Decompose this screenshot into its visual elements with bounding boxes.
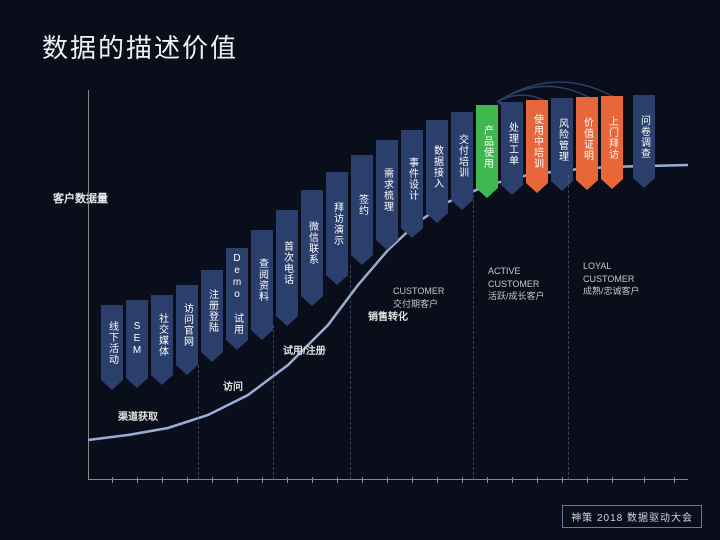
x-tick <box>362 477 363 483</box>
x-tick <box>512 477 513 483</box>
x-tick <box>612 477 613 483</box>
stage-arrow: 上门拜访 <box>601 96 623 179</box>
x-tick <box>644 477 645 483</box>
customer-label: ACTIVE CUSTOMER 活跃/成长客户 <box>488 265 545 303</box>
x-tick <box>587 477 588 483</box>
stage-label: 销售转化 <box>368 308 408 323</box>
x-tick <box>287 477 288 483</box>
stage-arrow: 处理工单 <box>501 102 523 185</box>
stage-arrow: SEM <box>126 300 148 378</box>
stage-arrow: 社交媒体 <box>151 295 173 375</box>
stage-arrow: 事件设计 <box>401 130 423 228</box>
x-tick <box>212 477 213 483</box>
x-tick <box>337 477 338 483</box>
stage-arrow: 访问官网 <box>176 285 198 365</box>
stage-arrow: 注册登陆 <box>201 270 223 352</box>
stage-arrow: 产品使用 <box>476 105 498 188</box>
stage-arrow: 使用中培训 <box>526 100 548 183</box>
x-tick <box>437 477 438 483</box>
stage-label: 试用/注册 <box>283 342 326 357</box>
x-tick <box>312 477 313 483</box>
x-tick <box>237 477 238 483</box>
x-tick <box>462 477 463 483</box>
stage-arrow: 首次电话 <box>276 210 298 316</box>
stage-divider <box>273 325 274 480</box>
stage-arrow: 数据接入 <box>426 120 448 213</box>
x-tick <box>412 477 413 483</box>
x-tick <box>537 477 538 483</box>
x-tick <box>562 477 563 483</box>
x-tick <box>187 477 188 483</box>
stage-arrow: 微信联系 <box>301 190 323 296</box>
stage-divider <box>198 365 199 480</box>
stage-arrow: 签约 <box>351 155 373 255</box>
footer-badge: 神策 2018 数据驱动大会 <box>562 505 702 528</box>
stage-label: 渠道获取 <box>118 408 158 423</box>
stage-arrow: 交付培训 <box>451 112 473 200</box>
x-tick <box>162 477 163 483</box>
stage-divider <box>473 190 474 480</box>
stage-arrow: Demo 试用 <box>226 248 248 340</box>
x-tick <box>137 477 138 483</box>
stage-arrow: 查阅资料 <box>251 230 273 330</box>
stage-label: 访问 <box>223 378 243 393</box>
feedback-loops <box>88 30 688 110</box>
x-tick <box>262 477 263 483</box>
stage-divider <box>350 265 351 480</box>
chart-area: 线下活动SEM社交媒体访问官网注册登陆Demo 试用查阅资料首次电话微信联系拜访… <box>88 90 688 480</box>
stage-arrow: 需求梳理 <box>376 140 398 240</box>
stage-arrow: 问卷调查 <box>633 95 655 178</box>
stage-arrow: 拜访演示 <box>326 172 348 275</box>
x-tick <box>112 477 113 483</box>
customer-label: CUSTOMER 交付期客户 <box>393 285 444 310</box>
stage-arrow: 价值证明 <box>576 97 598 180</box>
stage-divider <box>568 175 569 480</box>
customer-label: LOYAL CUSTOMER 成熟/忠诚客户 <box>583 260 640 298</box>
stage-arrow: 风险管理 <box>551 98 573 181</box>
x-tick <box>674 477 675 483</box>
x-tick <box>387 477 388 483</box>
x-tick <box>487 477 488 483</box>
stage-arrow: 线下活动 <box>101 305 123 380</box>
